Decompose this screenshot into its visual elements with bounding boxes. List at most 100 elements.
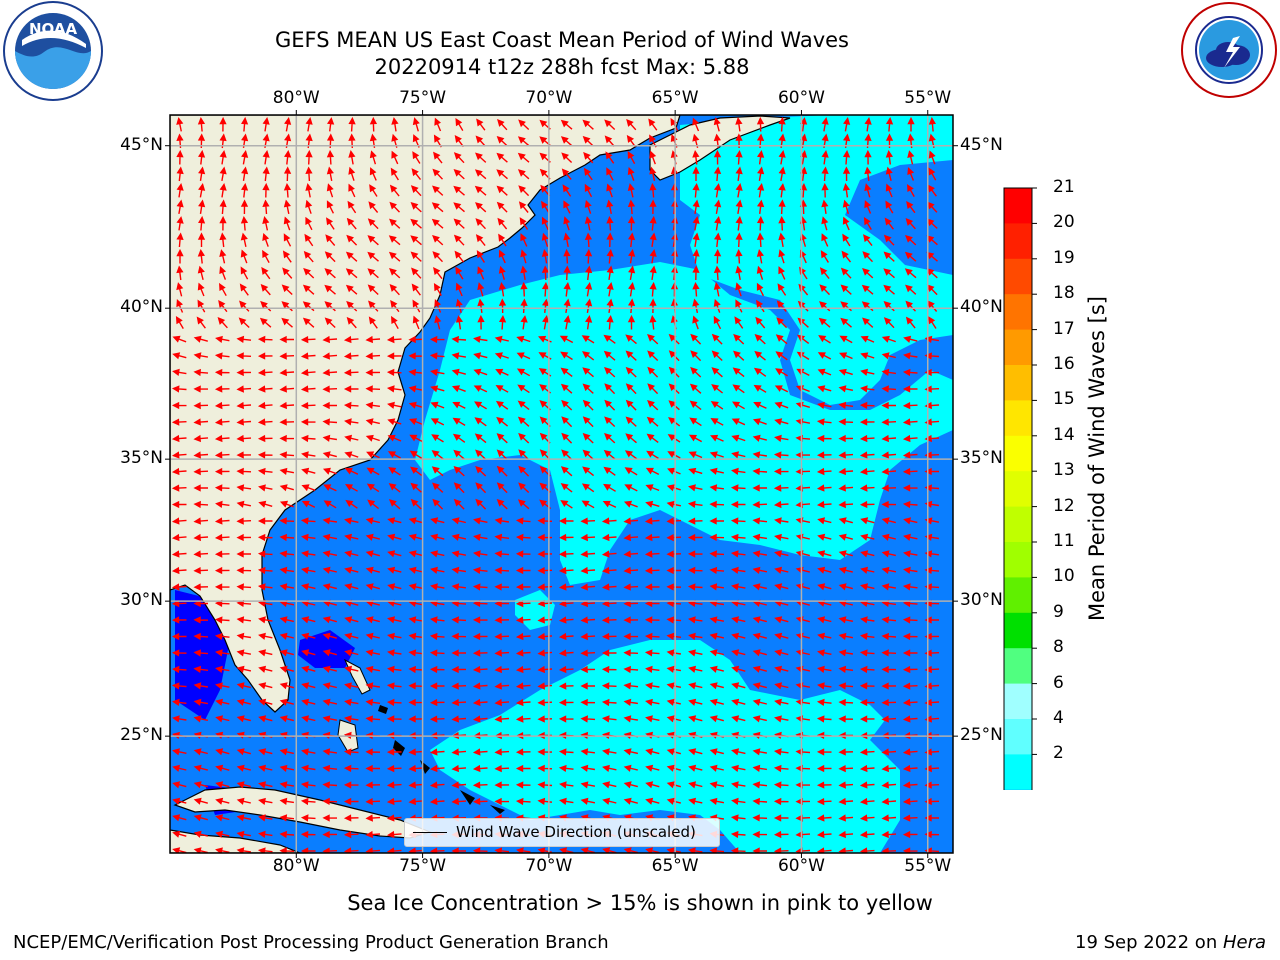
wave-direction-arrow (348, 116, 356, 132)
wave-direction-arrow (927, 184, 937, 197)
wave-direction-arrow (386, 814, 402, 822)
wave-direction-arrow (730, 830, 746, 839)
wave-direction-arrow (821, 133, 829, 149)
wave-direction-arrow (215, 665, 230, 673)
wave-direction-arrow (494, 748, 510, 756)
wave-direction-arrow (735, 248, 743, 264)
wave-direction-arrow (301, 550, 316, 558)
wave-direction-arrow (215, 500, 230, 509)
wave-direction-arrow (326, 217, 335, 230)
wave-direction-arrow (365, 385, 381, 393)
wave-direction-arrow (881, 682, 897, 690)
wave-direction-arrow (322, 467, 337, 475)
wave-direction-arrow (558, 583, 574, 591)
wave-direction-arrow (496, 482, 508, 494)
wave-direction-arrow (455, 315, 464, 330)
wave-direction-arrow (582, 466, 595, 477)
wave-direction-arrow (924, 632, 940, 641)
wave-direction-arrow (625, 383, 637, 395)
wave-direction-arrow (515, 665, 531, 674)
wave-direction-arrow (408, 368, 424, 376)
wave-direction-arrow (581, 500, 595, 509)
wave-direction-arrow (193, 401, 209, 410)
wave-direction-arrow (279, 352, 295, 360)
wave-direction-arrow (580, 665, 596, 674)
wave-direction-arrow (838, 698, 854, 707)
wave-direction-arrow (838, 649, 854, 657)
wave-direction-arrow (281, 317, 293, 328)
wave-direction-arrow (236, 830, 252, 838)
wave-direction-arrow (171, 599, 187, 608)
wave-direction-arrow (283, 166, 292, 182)
wave-direction-arrow (386, 748, 402, 756)
wave-direction-arrow (666, 550, 682, 558)
wave-direction-arrow (838, 550, 853, 558)
lat-label-left: 25°N (120, 725, 163, 746)
lat-label-right: 45°N (960, 134, 1003, 155)
wave-direction-arrow (773, 830, 789, 839)
wave-direction-arrow (215, 335, 230, 343)
wave-direction-arrow (756, 232, 765, 248)
wave-direction-arrow (778, 116, 786, 132)
wave-direction-arrow (367, 235, 379, 246)
wave-direction-arrow (451, 335, 467, 344)
colorbar-tick-label: 10 (1053, 566, 1075, 587)
wave-direction-arrow (300, 814, 316, 822)
wave-direction-arrow (561, 152, 573, 164)
wave-direction-arrow (343, 401, 359, 410)
wave-direction-arrow (391, 150, 399, 165)
wave-direction-arrow (387, 583, 402, 591)
wave-direction-arrow (494, 781, 510, 789)
wave-direction-arrow (688, 484, 703, 492)
wave-direction-arrow (365, 533, 380, 541)
wave-direction-arrow (709, 533, 725, 542)
wave-direction-arrow (753, 401, 767, 409)
colorbar-segment (1004, 258, 1032, 295)
wave-direction-arrow (777, 283, 787, 296)
wave-direction-arrow (647, 400, 659, 411)
wave-direction-arrow (515, 566, 531, 575)
wave-direction-arrow (343, 764, 359, 773)
wave-direction-arrow (666, 665, 682, 673)
wave-direction-arrow (902, 814, 918, 822)
wave-direction-arrow (322, 665, 337, 673)
map-legend: Wind Wave Direction (unscaled) (404, 818, 720, 847)
wave-direction-arrow (926, 284, 938, 296)
wave-direction-arrow (411, 283, 421, 296)
wave-direction-arrow (193, 368, 209, 377)
wave-direction-arrow (451, 781, 467, 789)
wave-direction-arrow (172, 797, 187, 805)
wave-direction-arrow (627, 166, 635, 181)
wave-direction-arrow (301, 467, 316, 475)
wave-direction-arrow (881, 434, 897, 443)
wave-direction-arrow (838, 583, 853, 591)
wave-direction-arrow (842, 183, 851, 198)
wave-direction-arrow (326, 183, 334, 198)
wave-direction-arrow (668, 366, 680, 378)
wave-direction-arrow (219, 249, 227, 264)
wave-direction-arrow (214, 418, 230, 426)
wave-direction-arrow (864, 149, 872, 165)
wave-direction-arrow (560, 466, 573, 477)
wave-direction-arrow (240, 249, 248, 264)
lat-label-right: 30°N (960, 590, 1003, 611)
wave-direction-arrow (305, 166, 313, 182)
wave-direction-arrow (411, 267, 422, 279)
wave-direction-arrow (258, 632, 273, 640)
wave-direction-arrow (709, 748, 724, 756)
wave-direction-arrow (623, 665, 639, 674)
wave-direction-arrow (214, 632, 230, 640)
wave-direction-arrow (429, 616, 445, 624)
wave-direction-arrow (774, 698, 789, 706)
wave-direction-arrow (689, 383, 702, 394)
wave-direction-arrow (343, 748, 359, 756)
wave-direction-arrow (197, 282, 205, 297)
wave-direction-arrow (627, 183, 635, 198)
low-period-patch (298, 630, 355, 668)
wave-direction-arrow (881, 533, 896, 541)
wave-direction-arrow (623, 566, 639, 575)
wave-direction-arrow (884, 217, 894, 230)
wave-direction-arrow (453, 202, 465, 213)
wave-direction-arrow (219, 150, 227, 165)
